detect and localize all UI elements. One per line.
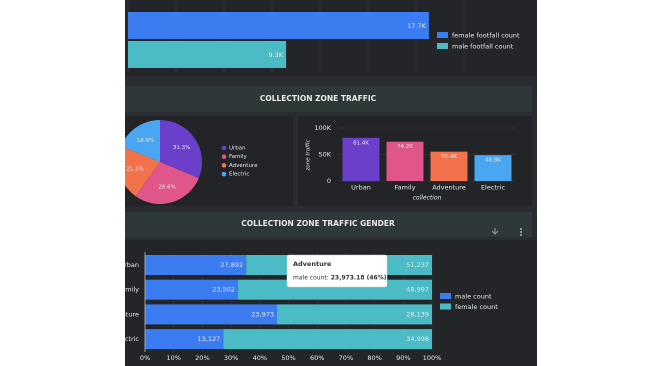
y-tick-label: 100K — [314, 124, 331, 132]
x-tick-label: 40% — [253, 354, 267, 362]
bar — [386, 141, 424, 181]
data-label: 9.3K — [268, 51, 283, 59]
data-label: 13,127 — [198, 335, 221, 343]
section-header — [125, 212, 532, 237]
tooltip-label: male count: — [293, 275, 329, 282]
section-title: COLLECTION ZONE TRAFFIC — [260, 94, 377, 103]
legend-label: Urban — [229, 146, 246, 152]
menu-icon[interactable] — [519, 233, 523, 237]
bar-segment — [277, 304, 432, 325]
x-tick-label: 20% — [195, 354, 209, 362]
x-tick-label: Family — [395, 184, 416, 192]
data-label: 23,973 — [251, 310, 274, 318]
section-title: COLLECTION ZONE TRAFFIC GENDER — [241, 219, 395, 228]
bar — [474, 155, 512, 181]
tooltip-title: Adventure — [293, 260, 332, 268]
pie-slice — [135, 162, 199, 205]
y-tick-label: Adventure — [105, 310, 139, 318]
x-axis-label: collection — [413, 195, 442, 202]
section-header — [125, 86, 532, 112]
bar — [128, 12, 429, 39]
x-tick-label: 50% — [281, 354, 295, 362]
y-tick-label: Family — [118, 286, 139, 294]
legend-label: Family — [229, 154, 247, 160]
legend-label: female count — [455, 303, 498, 311]
data-label: 28.6% — [158, 185, 175, 191]
legend-swatch — [440, 303, 451, 310]
menu-icon[interactable] — [519, 227, 523, 231]
data-label: 17.7K — [407, 22, 426, 30]
y-tick-label: Electric — [115, 335, 140, 343]
y-axis-label: zone traffic — [306, 139, 312, 171]
pie-slice — [125, 120, 160, 162]
bar — [342, 137, 380, 181]
y-tick-label: 50K — [318, 151, 331, 159]
bar-segment — [145, 279, 239, 300]
legend-swatch — [437, 32, 448, 38]
legend-swatch — [437, 43, 448, 49]
data-label: 27,892 — [220, 261, 243, 269]
data-label: 18.8% — [137, 138, 154, 144]
x-tick-label: 60% — [310, 354, 324, 362]
bar — [128, 41, 287, 68]
dashboard-content: COLLECTION ZONE TRAFFIC COLLECTION ZONE … — [105, 0, 537, 366]
legend-label: male count — [455, 293, 492, 301]
legend-dot — [221, 145, 227, 151]
bar-segment — [145, 329, 224, 350]
tooltip — [286, 254, 388, 288]
data-label: 55.4K — [441, 154, 457, 160]
legend-label: Electric — [229, 172, 249, 178]
legend-label: male footfall count — [452, 43, 514, 51]
data-label: 74.2K — [397, 144, 413, 150]
bar-segment — [223, 329, 432, 350]
x-tick-label: 10% — [166, 354, 180, 362]
y-tick-label: Urban — [119, 261, 139, 269]
x-tick-label: 80% — [367, 354, 381, 362]
bar-segment — [145, 255, 247, 275]
data-label: 31.3% — [173, 145, 190, 151]
legend-dot — [221, 171, 227, 177]
data-label: 48.8K — [485, 158, 501, 164]
data-label: 28,139 — [406, 310, 429, 318]
x-tick-label: Adventure — [432, 184, 466, 192]
data-label: 34,998 — [406, 335, 429, 343]
bar-segment — [145, 304, 278, 325]
x-tick-label: 100% — [423, 354, 442, 362]
x-tick-label: Electric — [481, 184, 506, 192]
x-tick-label: 90% — [396, 354, 410, 362]
x-tick-label: 0% — [140, 354, 150, 362]
sort-icon[interactable] — [491, 228, 499, 235]
legend-label: Adventure — [229, 163, 258, 169]
legend-label: female footfall count — [452, 32, 520, 40]
tooltip-value: 23,973.18 (46%) — [331, 275, 387, 282]
legend-dot — [221, 154, 227, 159]
menu-icon[interactable] — [519, 230, 523, 234]
data-label: 23,502 — [212, 286, 235, 294]
x-tick-label: 30% — [224, 354, 238, 362]
data-label: 48,997 — [406, 286, 429, 294]
y-tick-label: 0 — [327, 177, 331, 185]
legend-dot — [221, 163, 227, 168]
pie-slice — [125, 147, 160, 197]
bar — [430, 151, 468, 181]
data-label: 21.3% — [126, 167, 143, 173]
legend-swatch — [440, 293, 451, 299]
x-tick-label: Urban — [351, 184, 371, 192]
x-tick-label: 70% — [339, 354, 353, 362]
data-label: 81.4K — [353, 140, 369, 146]
pie-slice — [160, 120, 202, 179]
toolbar-icons[interactable] — [491, 227, 523, 237]
data-label: 51,237 — [406, 261, 429, 269]
